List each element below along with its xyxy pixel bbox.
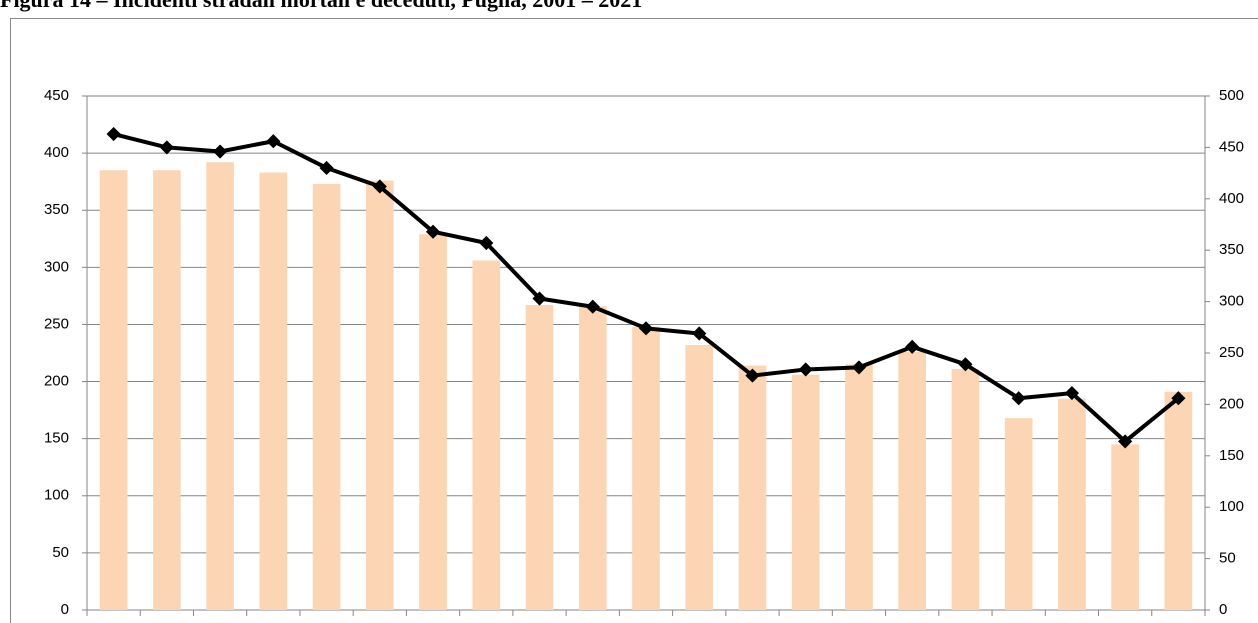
- y2-tick-label: 0: [1219, 601, 1227, 618]
- y2-tick-label: 400: [1219, 190, 1244, 207]
- y-tick-label: 450: [44, 87, 69, 104]
- line-marker: [585, 299, 600, 314]
- line-marker: [425, 224, 441, 239]
- y-tick-label: 150: [44, 430, 69, 447]
- bar: [153, 170, 181, 610]
- line-marker: [319, 160, 334, 176]
- line-marker: [638, 321, 654, 336]
- bar: [1164, 391, 1193, 610]
- y2-tick-label: 250: [1219, 344, 1244, 361]
- line-marker: [372, 179, 387, 194]
- bar: [898, 351, 927, 610]
- bar: [951, 368, 980, 610]
- bar: [738, 365, 767, 610]
- y2-tick-label: 450: [1219, 138, 1244, 155]
- bar: [1058, 398, 1086, 610]
- bar: [206, 162, 234, 610]
- y2-tick-label: 300: [1219, 293, 1244, 310]
- y2-tick-label: 350: [1219, 241, 1244, 258]
- y2-tick-label: 500: [1219, 87, 1244, 104]
- bar: [312, 183, 341, 610]
- bar: [525, 305, 554, 610]
- bar: [1111, 444, 1139, 610]
- line-marker: [798, 362, 813, 377]
- y2-tick-label: 150: [1219, 447, 1244, 464]
- y-tick-label: 100: [44, 487, 69, 504]
- line-marker: [851, 360, 867, 375]
- y2-tick-label: 50: [1219, 550, 1236, 567]
- bar: [845, 364, 873, 610]
- y-tick-label: 0: [61, 601, 69, 618]
- chart-title: Figura 14 – Incidenti stradali mortali e…: [0, 0, 642, 12]
- bar: [685, 345, 714, 610]
- y2-tick-label: 200: [1219, 395, 1244, 412]
- y-tick-label: 300: [44, 258, 69, 275]
- bar: [365, 180, 394, 610]
- line-marker: [1064, 386, 1079, 401]
- bar: [99, 170, 128, 610]
- line-marker: [905, 339, 920, 354]
- line-marker: [532, 291, 547, 306]
- bar: [472, 260, 501, 610]
- line-marker: [479, 235, 494, 251]
- y-tick-label: 200: [44, 373, 69, 390]
- line-marker: [266, 134, 281, 149]
- bar: [791, 374, 820, 610]
- bar: [632, 326, 660, 610]
- line-marker: [159, 140, 174, 155]
- bar: [259, 172, 288, 611]
- bar: [419, 234, 447, 610]
- line-marker: [958, 357, 973, 372]
- y-tick-label: 50: [52, 544, 69, 561]
- line-marker: [1171, 391, 1186, 406]
- y-tick-label: 400: [44, 144, 69, 161]
- y2-tick-label: 100: [1219, 498, 1244, 515]
- line-marker: [745, 368, 760, 383]
- line-marker: [1118, 434, 1133, 449]
- line-marker: [106, 126, 121, 142]
- y-tick-label: 350: [44, 201, 69, 218]
- bar: [578, 306, 607, 610]
- line-marker: [1011, 391, 1026, 406]
- line-marker: [692, 326, 707, 341]
- line-marker: [213, 144, 228, 159]
- chart-frame: [10, 18, 1258, 623]
- y-tick-label: 250: [44, 315, 69, 332]
- bar: [1004, 418, 1033, 610]
